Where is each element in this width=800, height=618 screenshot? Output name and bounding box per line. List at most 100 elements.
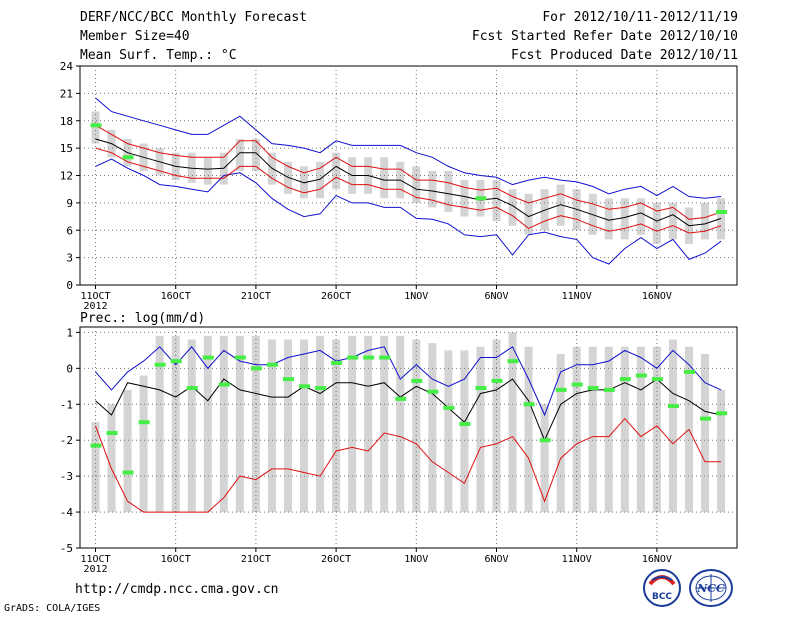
ensemble-box	[316, 161, 325, 199]
ensemble-box	[380, 157, 389, 199]
y-tick-label: 0	[66, 362, 73, 375]
x-tick-label: 6NOV	[484, 291, 508, 302]
y-tick-label: -2	[60, 434, 73, 447]
x-tick-label: 11NOV	[562, 291, 592, 302]
obs-marker	[587, 386, 599, 391]
obs-marker	[411, 378, 423, 383]
obs-marker	[539, 438, 551, 443]
x-tick-label: 16NOV	[642, 291, 672, 302]
outer-low-line	[95, 158, 722, 265]
obs-marker	[122, 155, 134, 160]
obs-marker	[282, 377, 294, 382]
y-tick-label: 21	[60, 87, 73, 100]
obs-marker	[716, 210, 728, 214]
ensemble-box	[717, 389, 726, 513]
obs-marker	[379, 355, 391, 360]
x-year-label: 2012	[83, 301, 107, 312]
ensemble-box	[460, 350, 469, 513]
ensemble-box	[701, 353, 710, 513]
obs-marker	[507, 359, 519, 364]
y-tick-label: 1	[66, 326, 73, 339]
obs-marker	[716, 411, 728, 416]
ensemble-box	[668, 202, 677, 240]
fcst-started-date: Fcst Started Refer Date 2012/10/10	[471, 29, 738, 44]
website-url[interactable]: http://cmdp.ncc.cma.gov.cn	[75, 582, 279, 597]
obs-marker	[683, 369, 695, 374]
forecast-period: For 2012/10/11-2012/11/19	[542, 10, 738, 25]
inner-high-line	[95, 124, 722, 220]
ensemble-box	[524, 193, 533, 235]
grads-credit: GrADS: COLA/IGES	[4, 603, 101, 614]
ensemble-box	[412, 339, 421, 513]
obs-marker	[443, 405, 455, 410]
plot-frame	[79, 326, 738, 549]
ensemble-box	[364, 335, 373, 513]
ensemble-box	[636, 198, 645, 235]
ensemble-box	[316, 335, 325, 513]
variable-label: Mean Surf. Temp.: °C	[80, 48, 237, 63]
obs-marker	[571, 382, 583, 387]
ensemble-box	[604, 346, 613, 513]
obs-marker	[395, 396, 407, 401]
ensemble-box	[251, 335, 260, 513]
obs-marker	[603, 387, 615, 392]
ensemble-box	[572, 346, 581, 513]
x-tick-label: 21OCT	[241, 291, 271, 302]
obs-marker	[347, 355, 359, 360]
ensemble-box	[187, 339, 196, 513]
bcc-logo: BCC	[643, 569, 681, 607]
ensemble-box	[444, 350, 453, 513]
precip-panel-title: Prec.: log(mm/d)	[80, 311, 205, 326]
y-tick-label: 9	[66, 197, 73, 210]
x-tick-label: 11NOV	[562, 554, 592, 565]
obs-marker	[266, 362, 278, 367]
inner-low-line	[95, 147, 722, 234]
ensemble-box	[524, 346, 533, 513]
ensemble-box	[460, 180, 469, 217]
y-tick-label: 6	[66, 224, 73, 237]
ensemble-box	[380, 335, 389, 513]
obs-marker	[234, 355, 246, 360]
obs-marker	[218, 382, 230, 387]
ensemble-box	[91, 111, 100, 144]
ensemble-box	[604, 198, 613, 240]
obs-marker	[363, 355, 375, 360]
y-tick-label: 0	[66, 279, 73, 292]
x-tick-label: 26OCT	[321, 554, 351, 565]
y-tick-label: -3	[60, 470, 73, 483]
header-right: For 2012/10/11-2012/11/19 Fcst Started Re…	[472, 8, 738, 65]
ensemble-box	[476, 346, 485, 513]
x-tick-label: 16OCT	[161, 554, 191, 565]
ensemble-box	[235, 139, 244, 171]
obs-marker	[459, 422, 471, 427]
ensemble-box	[300, 339, 309, 513]
obs-marker	[475, 196, 487, 201]
obs-marker	[90, 123, 102, 128]
fcst-produced-date: Fcst Produced Date 2012/10/11	[511, 48, 738, 63]
obs-marker	[299, 384, 311, 389]
ensemble-box	[588, 346, 597, 513]
obs-marker	[154, 362, 166, 367]
precipitation-panel: -5 -4 -3 -2 -1 0 1 11OCT 16OCT 21OCT 26OCT 1NOV 6NOV…	[60, 326, 738, 575]
ensemble-box	[668, 339, 677, 513]
ensemble-box	[492, 180, 501, 222]
ensemble-box	[412, 166, 421, 203]
ensemble-box	[235, 335, 244, 513]
obs-marker	[700, 416, 712, 421]
x-tick-label: 26OCT	[321, 291, 351, 302]
x-tick-label: 6NOV	[484, 554, 508, 565]
obs-marker	[315, 386, 327, 391]
obs-marker	[651, 377, 663, 382]
obs-marker	[186, 386, 198, 391]
ensemble-box	[428, 343, 437, 513]
x-tick-label: 21OCT	[241, 554, 271, 565]
outer-high-line	[95, 346, 722, 417]
y-tick-label: 3	[66, 252, 73, 265]
ensemble-box	[171, 335, 180, 513]
obs-marker	[331, 360, 343, 365]
ensemble-box	[508, 189, 517, 226]
obs-marker	[667, 404, 679, 409]
ensemble-box	[219, 335, 228, 513]
y-tick-label: -5	[60, 542, 73, 555]
